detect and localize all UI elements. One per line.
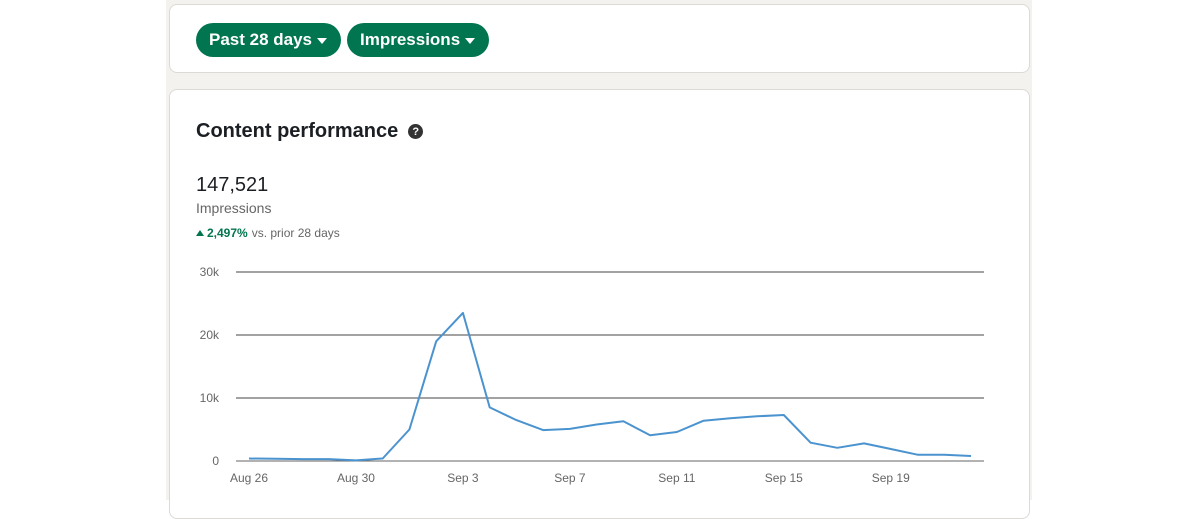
change-text: vs. prior 28 days (251, 226, 340, 240)
change-indicator: 2,497% vs. prior 28 days (196, 226, 340, 240)
change-percent: 2,497% (207, 226, 248, 240)
filter-card: Past 28 days Impressions (169, 4, 1030, 73)
metric-label: Impressions (360, 30, 461, 49)
question-circle-icon[interactable]: ? (408, 124, 424, 139)
card-title: Content performance (196, 120, 399, 142)
date-range-dropdown[interactable]: Past 28 days (196, 23, 342, 57)
metric-dropdown[interactable]: Impressions (347, 23, 490, 57)
total-impressions-value: 147,521 (196, 174, 269, 196)
caret-down-icon (317, 37, 328, 44)
page-background (0, 0, 166, 500)
date-range-label: Past 28 days (209, 30, 313, 49)
total-impressions-label: Impressions (196, 200, 272, 216)
content-performance-card: Content performance ? 147,521 Impression… (169, 89, 1030, 519)
card-header: Content performance ? (196, 120, 424, 143)
caret-down-icon (465, 37, 476, 44)
triangle-up-icon (196, 230, 204, 236)
